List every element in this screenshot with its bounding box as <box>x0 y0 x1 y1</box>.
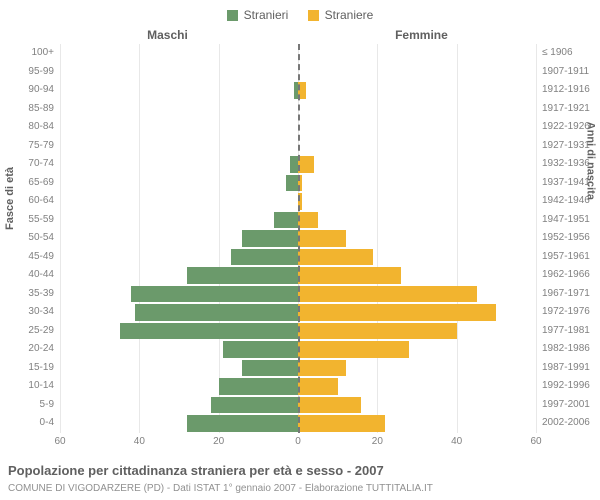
birth-year-label: 1977-1981 <box>542 326 590 336</box>
x-axis: 6040200204060 <box>60 436 536 450</box>
bar-male <box>242 360 298 377</box>
birth-year-label: 1942-1946 <box>542 196 590 206</box>
birth-year-label: 1982-1986 <box>542 344 590 354</box>
bar-female <box>298 341 409 358</box>
y-axis-left: 100+ 95-99 90-94 85-89 80-84 75-79 70-74 65-69 6… <box>0 44 58 433</box>
bar-male <box>286 175 298 192</box>
birth-year-label: 1992-1996 <box>542 381 590 391</box>
bar-female <box>298 212 318 229</box>
age-label: 20-24 <box>28 344 54 354</box>
birth-year-label: 1912-1916 <box>542 85 590 95</box>
legend-item-female: Straniere <box>308 8 374 22</box>
birth-year-label: 1967-1971 <box>542 289 590 299</box>
birth-year-label: 1947-1951 <box>542 215 590 225</box>
x-tick-label: 60 <box>530 436 541 447</box>
birth-year-label: 1917-1921 <box>542 104 590 114</box>
x-tick-label: 20 <box>213 436 224 447</box>
age-label: 55-59 <box>28 215 54 225</box>
birth-year-label: 2002-2006 <box>542 418 590 428</box>
bar-male <box>274 212 298 229</box>
birth-year-label: 1972-1976 <box>542 307 590 317</box>
birth-year-label: 1952-1956 <box>542 233 590 243</box>
bar-male <box>211 397 298 414</box>
birth-year-label: 1927-1931 <box>542 141 590 151</box>
age-label: 5-9 <box>40 400 54 410</box>
bar-male <box>219 378 298 395</box>
x-tick-label: 20 <box>372 436 383 447</box>
bar-male <box>131 286 298 303</box>
legend-swatch-male <box>227 10 238 21</box>
age-label: 85-89 <box>28 104 54 114</box>
age-label: 90-94 <box>28 85 54 95</box>
bar-male <box>242 230 298 247</box>
birth-year-label: 1907-1911 <box>542 67 589 77</box>
age-label: 70-74 <box>28 159 54 169</box>
bar-female <box>298 360 346 377</box>
chart-plot-area <box>60 44 536 433</box>
bar-female <box>298 415 385 432</box>
bar-female <box>298 304 496 321</box>
birth-year-label: 1932-1936 <box>542 159 590 169</box>
bar-male <box>223 341 298 358</box>
birth-year-label: 1937-1941 <box>542 178 590 188</box>
age-label: 95-99 <box>28 67 54 77</box>
legend-label-male: Stranieri <box>244 8 289 22</box>
age-label: 65-69 <box>28 178 54 188</box>
bar-female <box>298 249 373 266</box>
bar-female <box>298 397 361 414</box>
bar-male <box>120 323 299 340</box>
age-label: 45-49 <box>28 252 54 262</box>
age-label: 40-44 <box>28 270 54 280</box>
gridline <box>536 44 537 433</box>
age-label: 100+ <box>31 48 54 58</box>
center-axis <box>298 44 300 433</box>
age-label: 35-39 <box>28 289 54 299</box>
age-label: 80-84 <box>28 122 54 132</box>
caption-title: Popolazione per cittadinanza straniera p… <box>8 463 384 478</box>
bar-male <box>187 415 298 432</box>
birth-year-label: 1922-1926 <box>542 122 590 132</box>
age-label: 30-34 <box>28 307 54 317</box>
x-tick-label: 40 <box>451 436 462 447</box>
legend-swatch-female <box>308 10 319 21</box>
age-label: 75-79 <box>28 141 54 151</box>
bar-female <box>298 286 477 303</box>
legend: Stranieri Straniere <box>0 8 600 24</box>
y-axis-right: ≤ 1906 1907-1911 1912-1916 1917-1921 1922-19… <box>538 44 600 433</box>
bar-female <box>298 230 346 247</box>
birth-year-label: ≤ 1906 <box>542 48 573 58</box>
column-header-male: Maschi <box>147 28 188 42</box>
birth-year-label: 1997-2001 <box>542 400 590 410</box>
bar-male <box>231 249 298 266</box>
bar-male <box>135 304 298 321</box>
bar-female <box>298 156 314 173</box>
birth-year-label: 1962-1966 <box>542 270 590 280</box>
x-tick-label: 0 <box>295 436 301 447</box>
bar-male <box>290 156 298 173</box>
legend-item-male: Stranieri <box>227 8 289 22</box>
x-tick-label: 40 <box>134 436 145 447</box>
bar-female <box>298 323 457 340</box>
birth-year-label: 1987-1991 <box>542 363 590 373</box>
caption-source: COMUNE DI VIGODARZERE (PD) - Dati ISTAT … <box>8 483 433 494</box>
birth-year-label: 1957-1961 <box>542 252 590 262</box>
x-tick-label: 60 <box>54 436 65 447</box>
age-label: 15-19 <box>28 363 54 373</box>
bar-male <box>187 267 298 284</box>
column-header-female: Femmine <box>395 28 448 42</box>
age-label: 25-29 <box>28 326 54 336</box>
age-label: 10-14 <box>28 381 54 391</box>
bar-female <box>298 267 401 284</box>
age-label: 0-4 <box>40 418 54 428</box>
legend-label-female: Straniere <box>325 8 374 22</box>
age-label: 60-64 <box>28 196 54 206</box>
bar-female <box>298 378 338 395</box>
age-label: 50-54 <box>28 233 54 243</box>
